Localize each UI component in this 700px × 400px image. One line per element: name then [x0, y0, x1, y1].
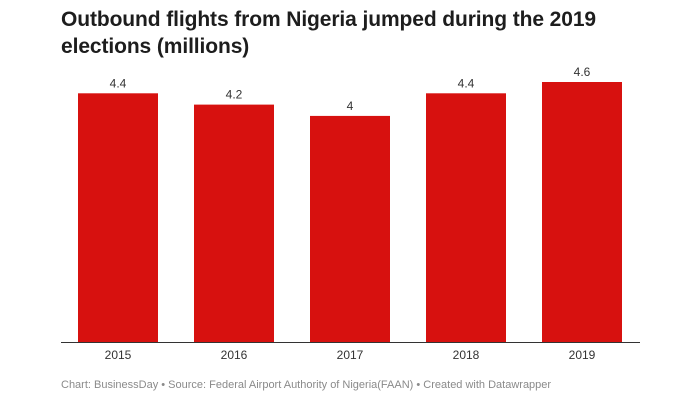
bar-2019	[542, 82, 622, 342]
x-tick-label-2017: 2017	[337, 348, 364, 362]
value-label-2017: 4	[347, 99, 354, 113]
chart-title: Outbound flights from Nigeria jumped dur…	[61, 8, 596, 58]
x-tick-label-2019: 2019	[569, 348, 596, 362]
bar-2018	[426, 93, 506, 342]
x-tick-label-2018: 2018	[453, 348, 480, 362]
bars-group: 4.4 4.2 4 4.4 4.6	[78, 65, 622, 342]
x-tick-label-2016: 2016	[221, 348, 248, 362]
value-label-2015: 4.4	[110, 76, 127, 90]
x-tick-label-2015: 2015	[105, 348, 132, 362]
bar-2015	[78, 93, 158, 342]
value-label-2016: 4.2	[226, 88, 243, 102]
value-label-2018: 4.4	[458, 76, 475, 90]
bar-2016	[194, 104, 274, 342]
value-label-2019: 4.6	[574, 65, 591, 79]
chart-footer: Chart: BusinessDay • Source: Federal Air…	[61, 379, 552, 391]
bar-2017	[310, 115, 390, 342]
x-axis-ticks: 2015 2016 2017 2018 2019	[105, 348, 596, 362]
